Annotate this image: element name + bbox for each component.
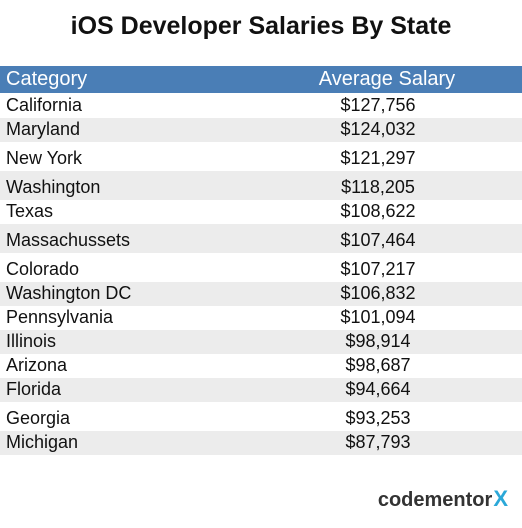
table-row: Georgia $93,253: [0, 402, 522, 431]
table-row: Michigan $87,793: [0, 431, 522, 455]
table-row: Washington DC $106,832: [0, 282, 522, 306]
row-salary: $118,205: [341, 177, 415, 197]
row-salary: $87,793: [345, 432, 411, 452]
row-salary: $107,464: [340, 230, 416, 250]
logo-x-mark: X: [493, 486, 508, 511]
row-category: Washington: [6, 177, 101, 197]
row-category: Pennsylvania: [6, 307, 114, 327]
table-row: Illinois $98,914: [0, 330, 522, 354]
row-salary: $127,756: [340, 95, 416, 115]
row-category: Arizona: [6, 355, 68, 375]
row-category: Texas: [6, 201, 54, 221]
table-row: Pennsylvania $101,094: [0, 306, 522, 330]
row-salary: $108,622: [340, 201, 416, 221]
row-salary: $94,664: [345, 379, 411, 399]
row-category: Michigan: [6, 432, 79, 452]
row-category: New York: [6, 148, 83, 168]
row-salary: $121,297: [340, 148, 416, 168]
logo-wordmark: codementor: [377, 489, 493, 511]
row-salary: $98,687: [345, 355, 411, 375]
row-salary: $106,832: [340, 283, 416, 303]
salary-table: Category Average Salary California $127,…: [0, 66, 522, 455]
column-header-average-salary: Average Salary: [318, 68, 456, 90]
table-row: New York $121,297: [0, 142, 522, 171]
page-title: iOS Developer Salaries By State: [70, 12, 452, 40]
table-row: Massachussets $107,464: [0, 224, 522, 253]
row-category: Florida: [6, 379, 62, 399]
table-row: Washington $118,205: [0, 171, 522, 200]
row-category: Georgia: [6, 408, 71, 428]
row-category: California: [6, 95, 83, 115]
codementor-logo: codementor X: [378, 486, 508, 512]
row-category: Washington DC: [6, 283, 132, 303]
row-salary: $107,217: [340, 259, 416, 279]
row-salary: $124,032: [340, 119, 416, 139]
column-header-category: Category: [6, 68, 88, 90]
row-salary: $93,253: [345, 408, 411, 428]
table-row: Texas $108,622: [0, 200, 522, 224]
table-row: Colorado $107,217: [0, 253, 522, 282]
row-category: Colorado: [6, 259, 80, 279]
row-salary: $98,914: [345, 331, 411, 351]
table-row: Maryland $124,032: [0, 118, 522, 142]
row-salary: $101,094: [340, 307, 416, 327]
table-row: Florida $94,664: [0, 378, 522, 402]
row-category: Illinois: [6, 331, 57, 351]
row-category: Maryland: [6, 119, 81, 139]
table-header-row: Category Average Salary: [0, 66, 522, 93]
row-category: Massachussets: [6, 230, 131, 250]
table-row: California $127,756: [0, 93, 522, 118]
table-row: Arizona $98,687: [0, 354, 522, 378]
